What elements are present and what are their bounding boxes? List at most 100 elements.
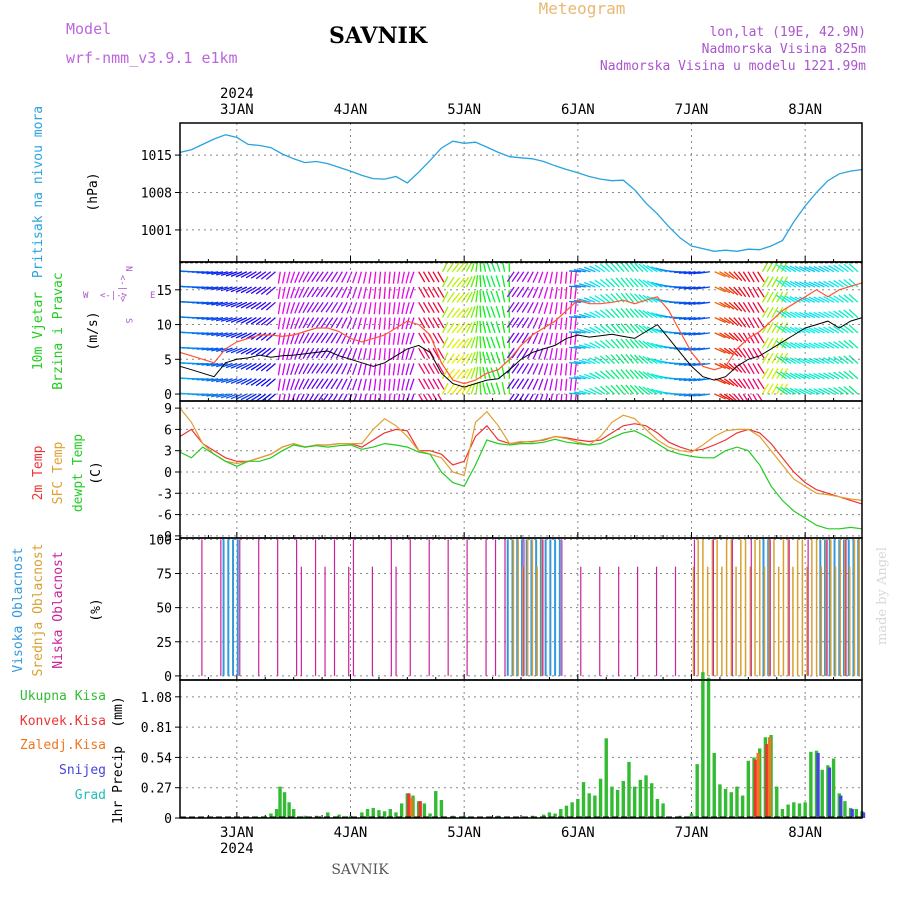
- y-tick-label: 0: [164, 388, 172, 403]
- wind-arrow: [539, 333, 543, 344]
- precip-snow-bar: [816, 753, 819, 818]
- wind-arrow: [839, 295, 849, 302]
- wind-arrow: [342, 272, 347, 283]
- precip-total-bar: [747, 761, 750, 818]
- wind-arrow: [528, 363, 534, 374]
- x-tick-label-top: 5JAN: [447, 102, 481, 118]
- x-tick-label-bottom: 3JAN: [220, 825, 254, 841]
- wind-arrow: [261, 287, 270, 294]
- wind-arrow: [476, 290, 478, 302]
- precip-label: 1hr Precip: [111, 746, 126, 824]
- wind-arrow: [533, 379, 538, 390]
- y-tick-label: 6: [164, 423, 172, 438]
- wind-arrow: [364, 348, 367, 360]
- wind-arrow: [839, 356, 849, 363]
- legend-ukupna-kisa: Ukupna Kisa: [20, 689, 106, 704]
- compass-e: E: [150, 291, 155, 301]
- wind-arrow: [480, 290, 481, 302]
- station-title: SAVNIK: [329, 23, 428, 49]
- pressure-line: [180, 135, 862, 252]
- wind-arrow: [379, 318, 380, 330]
- wind-arrow: [287, 333, 290, 345]
- wind-arrow: [834, 311, 844, 318]
- wind-arrow: [849, 310, 858, 318]
- wind-arrow: [566, 272, 567, 284]
- wind-arrow: [251, 272, 261, 279]
- wind-arrow: [402, 302, 404, 314]
- model-name: wrf-nmm_v3.9.1 e1km: [66, 49, 238, 67]
- wind-arrow: [168, 300, 180, 302]
- wind-arrow: [849, 371, 858, 379]
- precip-total-bar: [798, 803, 801, 818]
- x-tick-label-top: 6JAN: [561, 102, 595, 118]
- wind-arrow: [168, 316, 180, 318]
- precip-total-bar: [278, 787, 281, 818]
- wind-arrow: [283, 379, 285, 391]
- wind-arrow: [487, 337, 491, 348]
- wind-arrow: [353, 363, 357, 374]
- wind-arrow: [384, 394, 385, 406]
- wind-arrow: [393, 333, 394, 345]
- wind-arrow: [393, 348, 394, 360]
- precip-total-bar: [565, 806, 568, 818]
- wind-arrow: [839, 311, 849, 318]
- wind-arrow: [364, 302, 367, 314]
- wind-arrow: [570, 318, 571, 330]
- wind-arrow: [261, 272, 270, 279]
- wind-arrow: [266, 333, 275, 341]
- wind-arrow: [402, 394, 404, 406]
- wind-arrow: [364, 363, 367, 375]
- wind-arrow: [483, 336, 486, 348]
- wind-arrow: [261, 333, 270, 340]
- wind-arrow: [402, 287, 404, 299]
- temp2m-line: [180, 424, 862, 504]
- wind-arrow: [528, 394, 534, 405]
- wind-arrow: [389, 348, 390, 360]
- wind-arrow: [379, 272, 380, 284]
- wind-arrow: [566, 348, 567, 360]
- wind-arrow: [575, 379, 576, 391]
- wind-arrow: [476, 336, 478, 348]
- wind-arrow: [487, 352, 491, 363]
- wind-arrow: [561, 333, 562, 345]
- precip-total-bar: [695, 764, 698, 818]
- wind-arrow: [533, 287, 538, 298]
- model-label: Model: [66, 20, 111, 38]
- wind-arrow: [410, 379, 414, 390]
- wind-arrow: [487, 321, 491, 332]
- wind-arrow: [555, 287, 557, 299]
- wind-arrow: [834, 388, 844, 395]
- precip-total-bar: [400, 803, 403, 818]
- wind-arrow: [369, 302, 371, 314]
- wind-arrow: [849, 294, 858, 302]
- wind-arrow: [406, 333, 409, 345]
- wind-arrow: [295, 363, 300, 374]
- wind-arrow: [283, 348, 285, 360]
- wind-arrow: [550, 287, 552, 299]
- cloud-mid-label: Srednja Oblacnost: [31, 543, 46, 676]
- wind-arrow: [168, 346, 180, 348]
- wind-arrow: [487, 306, 491, 317]
- wind-arrow: [393, 363, 394, 375]
- wind-arrow: [550, 348, 552, 360]
- wind-arrow: [364, 318, 367, 330]
- wind-arrow: [502, 382, 504, 394]
- precip-total-bar: [582, 782, 585, 818]
- wind-arrow: [575, 394, 576, 406]
- wind-arrow: [539, 379, 543, 390]
- wind-arrow: [379, 302, 380, 314]
- wind-arrow: [480, 382, 481, 394]
- wind-arrow: [358, 363, 361, 375]
- wind-arrow: [630, 370, 638, 379]
- wind-arrow: [561, 348, 562, 360]
- wind-arrow: [550, 302, 552, 314]
- wind-arrow: [487, 291, 491, 302]
- x-tick-label-top: 7JAN: [675, 102, 709, 118]
- wind-arrow: [566, 379, 567, 391]
- wind-arrow: [476, 382, 478, 394]
- wind-arrow: [283, 394, 285, 406]
- wind-arrow: [251, 318, 261, 325]
- wind-arrow: [389, 379, 390, 391]
- y-tick-label: 0: [164, 466, 172, 481]
